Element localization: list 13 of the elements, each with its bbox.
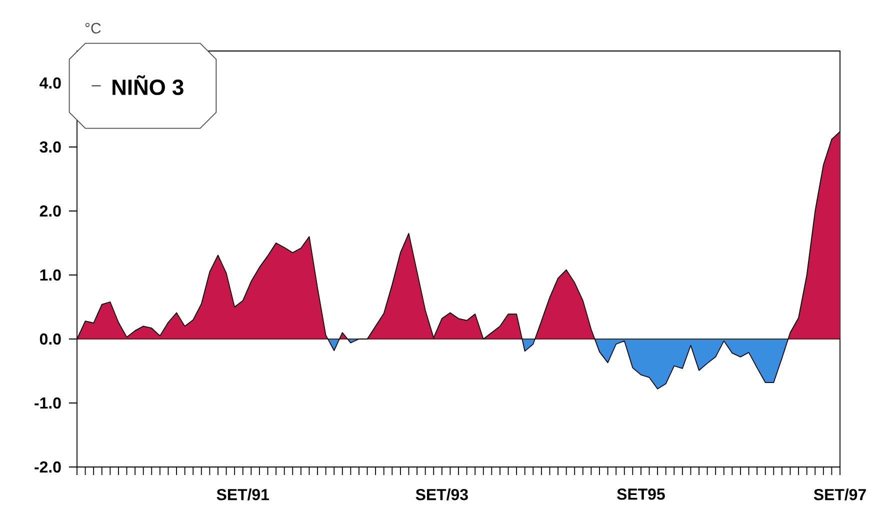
- y-tick-label: -2.0: [34, 461, 61, 473]
- legend-label: NIÑO 3: [112, 75, 184, 96]
- x-tick-label: SET/97: [814, 488, 866, 500]
- x-tick-label: SET/93: [416, 488, 468, 500]
- y-tick-label: 3.0: [40, 141, 61, 153]
- x-tick-label: SET/91: [216, 488, 270, 500]
- y-tick-label: -1.0: [34, 397, 61, 409]
- y-axis-title: °C: [85, 22, 101, 34]
- y-tick-label: 4.0: [40, 77, 61, 89]
- y-tick-label: 0.0: [40, 333, 61, 345]
- y-tick-label: 1.0: [40, 269, 61, 281]
- y-tick-label: 2.0: [40, 205, 61, 217]
- x-tick-label: SET95: [617, 488, 665, 500]
